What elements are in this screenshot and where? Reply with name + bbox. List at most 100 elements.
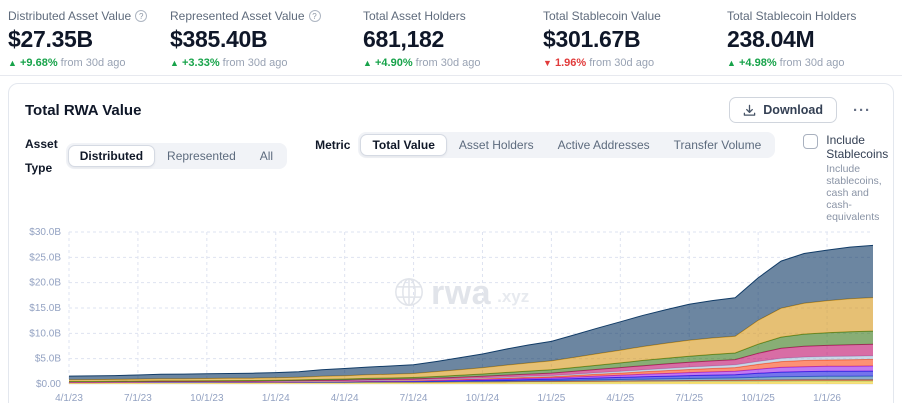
stat-value: $385.40B <box>170 26 268 52</box>
x-tick-label: 1/1/26 <box>813 393 841 403</box>
metric-option-transfer-volume[interactable]: Transfer Volume <box>673 138 762 152</box>
include-stablecoins-checkbox[interactable] <box>803 134 819 149</box>
chart-area[interactable]: $0.00 $5.0B $10.0B $15.0B $20.0B $25.0B $30.0B… <box>25 226 877 403</box>
y-tick-label: $25.0B <box>29 252 61 263</box>
checkbox-sublabel: Include stablecoins, cash and cash-equiv… <box>826 163 882 223</box>
stat-label: Total Stablecoin Value <box>543 9 719 23</box>
asset-type-label: Asset Type <box>25 137 58 175</box>
card-header: Total RWA Value Download ··· <box>25 97 877 123</box>
stat-label-text: Total Stablecoin Value <box>543 9 661 23</box>
stat-label: Distributed Asset Value? <box>8 9 162 23</box>
delta-suffix: from 30d ago <box>222 57 288 69</box>
info-icon[interactable]: ? <box>135 10 148 22</box>
checkbox-labels: Include Stablecoins Include stablecoins,… <box>826 133 888 223</box>
area-us-treasury-debt <box>69 245 873 380</box>
metric-option-total-value[interactable]: Total Value <box>360 134 447 156</box>
x-tick-label: 1/1/25 <box>537 393 565 403</box>
line-us-treasury-debt <box>68 244 874 377</box>
delta-pct: +9.68% <box>19 57 58 69</box>
delta-pct: +3.33% <box>181 57 220 69</box>
stat-value: 681,182 <box>363 26 445 52</box>
delta-value: ▲ +4.90% <box>363 57 413 69</box>
down-arrow-icon: ▼ <box>543 58 552 68</box>
metric-group: Metric Total Value Asset Holders Active Ad… <box>315 132 776 158</box>
area-asset-backed-credit <box>69 331 873 382</box>
y-tick-label: $15.0B <box>29 303 61 314</box>
checkbox-label[interactable]: Include Stablecoins <box>826 133 889 161</box>
download-label: Download <box>763 103 823 117</box>
stat-label-text: Represented Asset Value <box>170 9 305 23</box>
delta-pct: +4.98% <box>738 57 777 69</box>
stat-represented-asset-value: Represented Asset Value? $385.40B ▲ +3.3… <box>170 9 363 69</box>
download-button[interactable]: Download <box>729 97 837 123</box>
stat-delta: ▲ +9.68% from 30d ago <box>8 57 162 69</box>
total-rwa-value-card: Total RWA Value Download ··· Asset Type … <box>8 83 894 403</box>
stat-delta: ▲ +4.98% from 30d ago <box>727 57 894 69</box>
asset-type-option-distributed[interactable]: Distributed <box>67 145 156 167</box>
x-tick-label: 7/1/25 <box>675 393 703 403</box>
area-non-us-governme <box>69 355 873 383</box>
card-title: Total RWA Value <box>25 101 142 119</box>
stat-delta: ▲ +4.90% from 30d ago <box>363 57 535 69</box>
download-icon <box>744 104 756 116</box>
x-tick-label: 10/1/24 <box>466 393 500 403</box>
up-arrow-icon: ▲ <box>363 58 372 68</box>
header-actions: Download ··· <box>729 97 877 123</box>
x-tick-label: 4/1/24 <box>331 393 359 403</box>
delta-pct: 1.96% <box>554 57 587 69</box>
delta-pct: +4.90% <box>374 57 413 69</box>
delta-value: ▲ +4.98% <box>727 57 777 69</box>
stat-label: Total Asset Holders <box>363 9 535 23</box>
y-tick-label: $20.0B <box>29 278 61 289</box>
x-tick-label: 10/1/23 <box>190 393 224 403</box>
stat-total-stablecoin-value: Total Stablecoin Value $301.67B ▼ 1.96% … <box>543 9 727 69</box>
metric-option-active-addresses[interactable]: Active Addresses <box>557 138 650 152</box>
delta-suffix: from 30d ago <box>415 57 481 69</box>
area-specialty-finance <box>69 344 873 383</box>
stacked-area-chart[interactable]: $0.00 $5.0B $10.0B $15.0B $20.0B $25.0B $30.0B… <box>25 226 879 403</box>
stat-label-text: Total Stablecoin Holders <box>727 9 857 23</box>
x-tick-label: 7/1/24 <box>400 393 428 403</box>
x-tick-label: 1/1/24 <box>262 393 290 403</box>
stat-value: 238.04M <box>727 26 815 52</box>
stat-label: Total Stablecoin Holders <box>727 9 894 23</box>
include-stablecoins-group: Include Stablecoins Include stablecoins,… <box>803 132 888 223</box>
asset-type-group: Asset Type Distributed Represented All <box>25 132 288 180</box>
up-arrow-icon: ▲ <box>727 58 736 68</box>
y-tick-label: $10.0B <box>29 328 61 339</box>
delta-suffix: from 30d ago <box>589 57 655 69</box>
stat-value: $301.67B <box>543 26 641 52</box>
delta-value: ▲ +3.33% <box>170 57 220 69</box>
y-tick-label: $5.0B <box>35 354 61 365</box>
up-arrow-icon: ▲ <box>170 58 179 68</box>
stat-total-asset-holders: Total Asset Holders 681,182 ▲ +4.90% fro… <box>363 9 543 69</box>
stat-total-stablecoin-holders: Total Stablecoin Holders 238.04M ▲ +4.98… <box>727 9 902 69</box>
metric-label: Metric <box>315 138 351 152</box>
stat-delta: ▲ +3.33% from 30d ago <box>170 57 355 69</box>
x-tick-label: 4/1/25 <box>606 393 634 403</box>
asset-type-option-all[interactable]: All <box>259 149 274 163</box>
area-stocks <box>69 359 873 383</box>
delta-value: ▲ +9.68% <box>8 57 58 69</box>
asset-type-segmented-control: Distributed Represented All <box>65 143 288 169</box>
x-tick-label: 10/1/25 <box>741 393 775 403</box>
area-corporate-credit <box>69 366 873 383</box>
asset-type-option-represented[interactable]: Represented <box>167 149 236 163</box>
x-tick-label: 4/1/23 <box>55 393 83 403</box>
stat-label-text: Distributed Asset Value <box>8 9 132 23</box>
stats-divider <box>0 75 902 76</box>
stat-delta: ▼ 1.96% from 30d ago <box>543 57 719 69</box>
stats-row: Distributed Asset Value? $27.35B ▲ +9.68… <box>0 0 902 75</box>
metric-segmented-control: Total Value Asset Holders Active Addresses… <box>358 132 776 158</box>
up-arrow-icon: ▲ <box>8 58 17 68</box>
controls-row: Asset Type Distributed Represented All Met… <box>25 132 888 223</box>
info-icon[interactable]: ? <box>308 10 321 22</box>
y-tick-label: $30.0B <box>29 227 61 238</box>
x-tick-label: 7/1/23 <box>124 393 152 403</box>
more-options-button[interactable]: ··· <box>847 100 877 121</box>
delta-suffix: from 30d ago <box>60 57 126 69</box>
y-tick-label: $0.00 <box>36 379 61 390</box>
stat-distributed-asset-value: Distributed Asset Value? $27.35B ▲ +9.68… <box>8 9 170 69</box>
metric-option-asset-holders[interactable]: Asset Holders <box>458 138 534 152</box>
